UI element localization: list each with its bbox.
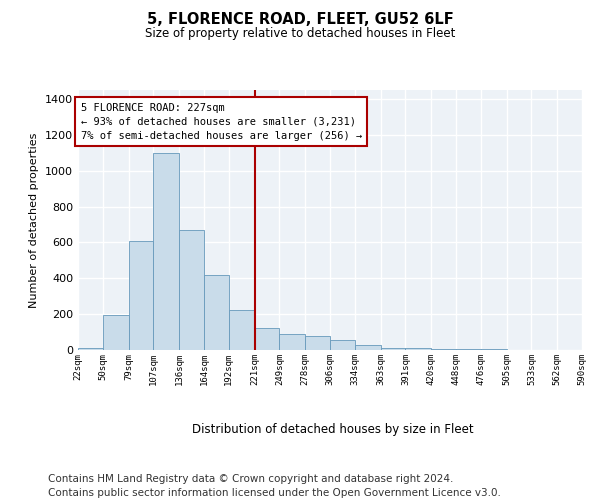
- Text: 5, FLORENCE ROAD, FLEET, GU52 6LF: 5, FLORENCE ROAD, FLEET, GU52 6LF: [146, 12, 454, 28]
- Bar: [330, 340, 355, 350]
- Bar: [179, 230, 204, 350]
- Bar: [128, 240, 154, 350]
- Bar: [254, 328, 280, 350]
- Text: Size of property relative to detached houses in Fleet: Size of property relative to detached ho…: [145, 28, 455, 40]
- Bar: [204, 274, 229, 350]
- Bar: [78, 348, 103, 350]
- Y-axis label: Number of detached properties: Number of detached properties: [29, 132, 40, 308]
- Bar: [406, 348, 431, 350]
- Bar: [456, 349, 481, 350]
- Bar: [380, 348, 406, 350]
- Text: Contains HM Land Registry data © Crown copyright and database right 2024.
Contai: Contains HM Land Registry data © Crown c…: [48, 474, 501, 498]
- Bar: [229, 310, 254, 350]
- Bar: [280, 334, 305, 350]
- Bar: [305, 336, 330, 350]
- Bar: [431, 349, 456, 350]
- Bar: [154, 153, 179, 350]
- Text: 5 FLORENCE ROAD: 227sqm
← 93% of detached houses are smaller (3,231)
7% of semi-: 5 FLORENCE ROAD: 227sqm ← 93% of detache…: [80, 102, 362, 141]
- Text: Distribution of detached houses by size in Fleet: Distribution of detached houses by size …: [192, 422, 474, 436]
- Bar: [103, 315, 128, 350]
- Bar: [355, 344, 380, 350]
